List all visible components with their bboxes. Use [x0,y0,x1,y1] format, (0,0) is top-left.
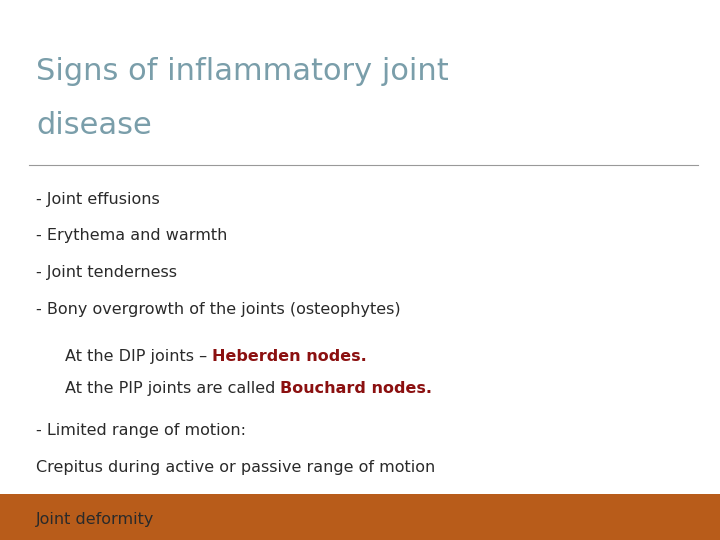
Text: Bouchard nodes.: Bouchard nodes. [280,381,432,396]
Text: At the PIP joints are called: At the PIP joints are called [65,381,280,396]
Text: - Joint effusions: - Joint effusions [36,192,160,207]
Text: disease: disease [36,111,152,140]
Text: - Limited range of motion:: - Limited range of motion: [36,423,246,438]
Text: Joint deformity: Joint deformity [36,512,154,528]
Text: At the DIP joints –: At the DIP joints – [65,349,212,364]
Text: Heberden nodes.: Heberden nodes. [212,349,366,364]
Text: - Joint tenderness: - Joint tenderness [36,265,177,280]
Bar [0,494,720,540]
Text: - Erythema and warmth: - Erythema and warmth [36,228,228,244]
Text: Crepitus during active or passive range of motion: Crepitus during active or passive range … [36,460,436,475]
Text: - Bony overgrowth of the joints (osteophytes): - Bony overgrowth of the joints (osteoph… [36,302,400,317]
Text: Signs of inflammatory joint: Signs of inflammatory joint [36,57,449,86]
